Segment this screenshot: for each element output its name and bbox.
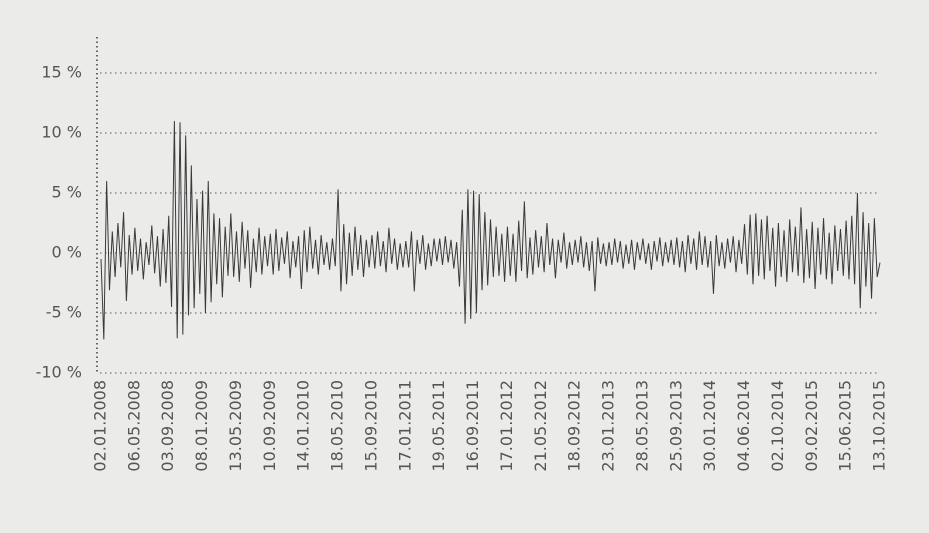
x-tick-label: 30.01.2014 — [700, 380, 719, 472]
x-tick-label: 02.10.2014 — [768, 380, 787, 472]
x-tick-label: 08.01.2009 — [192, 380, 211, 472]
x-tick-label: 23.01.2013 — [599, 380, 618, 472]
x-tick-label: 04.06.2014 — [734, 380, 753, 472]
y-tick-label: -10 % — [36, 363, 82, 382]
x-tick-label: 19.05.2011 — [429, 380, 448, 472]
x-tick-label: 15.09.2010 — [361, 380, 380, 472]
x-tick-label: 09.02.2015 — [802, 380, 821, 472]
x-tick-label: 17.01.2011 — [395, 380, 414, 472]
x-tick-label: 16.09.2011 — [463, 380, 482, 472]
x-tick-label: 06.05.2008 — [124, 380, 143, 472]
x-tick-label: 13.05.2009 — [226, 380, 245, 472]
x-tick-label: 25.09.2013 — [666, 380, 685, 472]
y-tick-label: 5 % — [52, 183, 82, 202]
y-tick-label: 0 % — [52, 243, 82, 262]
x-tick-label: 10.09.2009 — [260, 380, 279, 472]
x-tick-label: 21.05.2012 — [531, 380, 550, 472]
x-tick-label: 15.06.2015 — [836, 380, 855, 472]
x-tick-label: 18.05.2010 — [328, 380, 347, 472]
x-tick-label: 18.09.2012 — [565, 380, 584, 472]
x-tick-label: 03.09.2008 — [158, 380, 177, 472]
x-tick-label: 13.10.2015 — [870, 380, 889, 472]
x-tick-label: 28.05.2013 — [632, 380, 651, 472]
y-tick-label: 10 % — [41, 123, 82, 142]
y-tick-label: 15 % — [41, 63, 82, 82]
y-tick-label: -5 % — [46, 303, 82, 322]
x-tick-label: 14.01.2010 — [294, 380, 313, 472]
x-tick-label: 17.01.2012 — [497, 380, 516, 472]
return-line — [100, 120, 881, 340]
x-tick-label: 02.01.2008 — [91, 380, 110, 472]
